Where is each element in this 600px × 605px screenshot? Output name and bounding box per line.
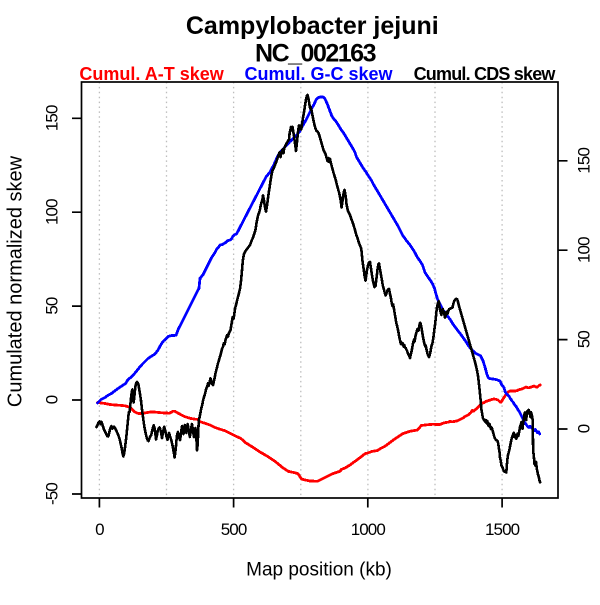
svg-text:Cumul. CDS skew: Cumul. CDS skew — [414, 64, 557, 84]
svg-text:Map position (kb): Map position (kb) — [246, 560, 392, 581]
svg-text:Campylobacter jejuni: Campylobacter jejuni — [186, 12, 439, 40]
svg-text:50: 50 — [43, 297, 62, 315]
svg-text:50: 50 — [575, 331, 594, 349]
svg-text:1500: 1500 — [485, 520, 520, 539]
svg-text:-50: -50 — [43, 483, 62, 505]
svg-text:1000: 1000 — [351, 520, 386, 539]
svg-text:Cumulated normalized skew: Cumulated normalized skew — [5, 155, 27, 407]
svg-text:Cumul. G-C skew: Cumul. G-C skew — [245, 64, 394, 84]
svg-text:NC_002163: NC_002163 — [255, 40, 376, 68]
svg-text:0: 0 — [95, 520, 104, 539]
svg-text:100: 100 — [575, 237, 594, 263]
svg-text:0: 0 — [43, 395, 62, 404]
svg-text:150: 150 — [575, 148, 594, 174]
svg-text:Cumul. A-T skew: Cumul. A-T skew — [79, 64, 224, 84]
svg-text:0: 0 — [575, 424, 594, 433]
svg-text:150: 150 — [43, 105, 62, 131]
svg-text:100: 100 — [43, 199, 62, 225]
svg-text:500: 500 — [221, 520, 247, 539]
